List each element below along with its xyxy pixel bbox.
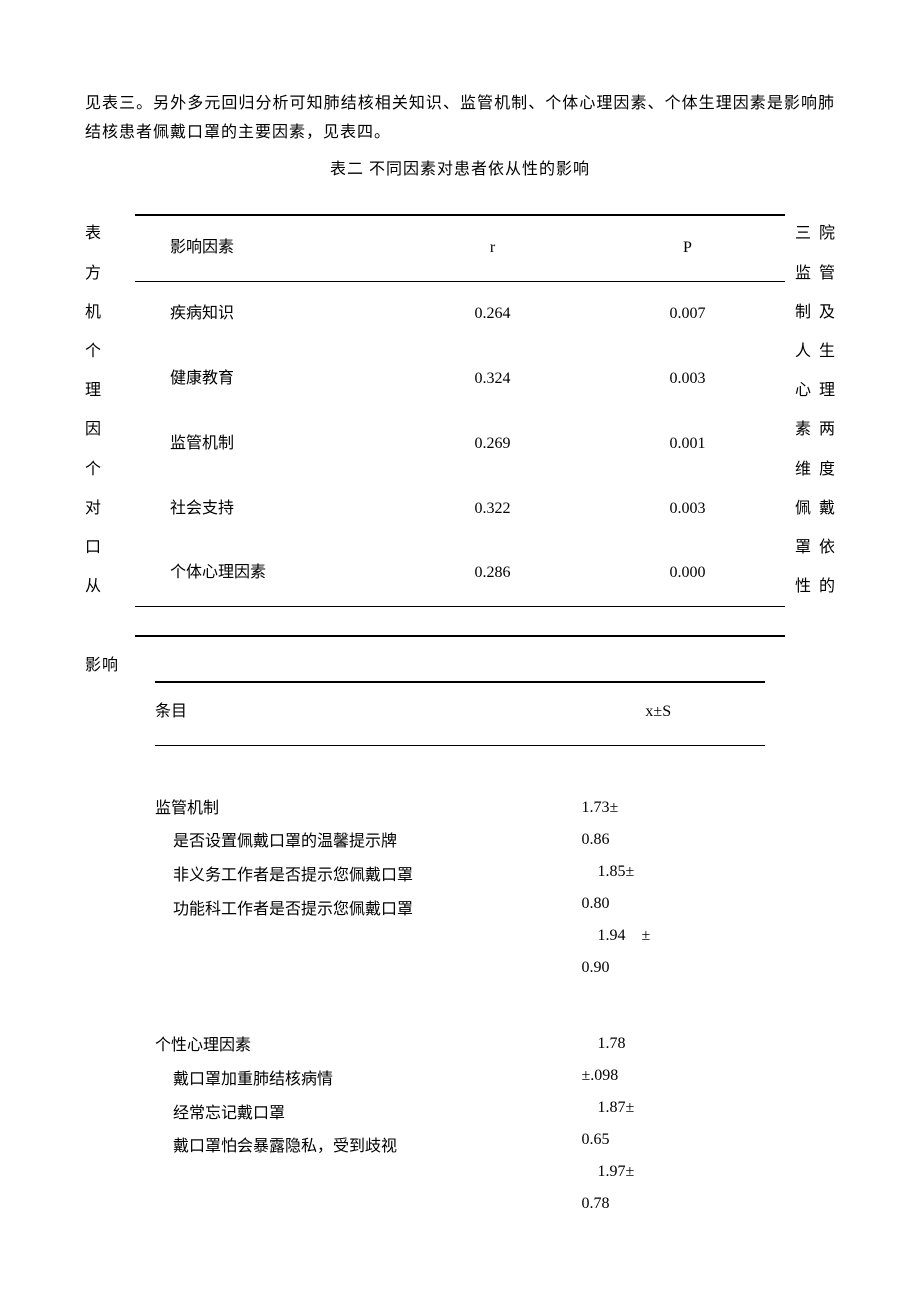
table-header-row: 影响因素 r P [135, 215, 785, 281]
table2-wrap-container: 表方机个理因个对口从 三院 监管 制及 人生 心理 素两 维度 佩戴 罩依 性的… [85, 214, 835, 637]
table2-title: 表二 不同因素对患者依从性的影响 [85, 156, 835, 185]
wrap-right-line: 维度 [795, 450, 835, 489]
group2-val: 1.87± 0.65 1.97± 0.78 [582, 1099, 635, 1212]
header-p: P [590, 215, 785, 281]
table-row: 监管机制 0.269 0.001 [135, 412, 785, 477]
wrap-right-line: 素两 [795, 410, 835, 449]
group2-item: 戴口罩怕会暴露隐私，受到歧视 [155, 1130, 544, 1164]
intro-paragraph: 见表三。另外多元回归分析可知肺结核相关知识、监管机制、个体心理因素、个体生理因素… [85, 90, 835, 148]
spacer-row [155, 745, 765, 786]
wrap-right-line: 三院 [795, 214, 835, 253]
wrap-right-line: 佩戴 [795, 489, 835, 528]
cell-p: 0.003 [590, 347, 785, 412]
table-row: 疾病知识 0.264 0.007 [135, 282, 785, 347]
transition-val: 1.78 ±.098 [582, 1035, 626, 1084]
table-row: 社会支持 0.322 0.003 [135, 477, 785, 542]
group2-items: 个性心理因素 戴口罩加重肺结核病情 经常忘记戴口罩 戴口罩怕会暴露隐私，受到歧视 [155, 990, 552, 1226]
wrap-right-line: 心理 [795, 371, 835, 410]
group1-title: 监管机制 [155, 792, 544, 826]
cell-factor: 健康教育 [135, 347, 395, 412]
group1-item: 功能科工作者是否提示您佩戴口罩 [155, 893, 544, 927]
header-r: r [395, 215, 590, 281]
wrap-right-line: 性的 [795, 567, 835, 606]
table-empty-row [135, 607, 785, 637]
table3-header-row: 条目 x±S [155, 682, 765, 745]
group2-item: 戴口罩加重肺结核病情 [155, 1063, 544, 1097]
wrap-right-line: 人生 [795, 332, 835, 371]
header-item: 条目 [155, 682, 552, 745]
wrap-right-line: 制及 [795, 293, 835, 332]
cell-factor: 社会支持 [135, 477, 395, 542]
cell-p: 0.001 [590, 412, 785, 477]
group2-item: 经常忘记戴口罩 [155, 1097, 544, 1131]
wrap-right-line: 监管 [795, 254, 835, 293]
table-row: 个体心理因素 0.286 0.000 [135, 541, 785, 606]
cell-r: 0.269 [395, 412, 590, 477]
table-row: 监管机制 是否设置佩戴口罩的温馨提示牌 非义务工作者是否提示您佩戴口罩 功能科工… [155, 786, 765, 990]
wrap-bottom-text: 影响 [85, 652, 835, 681]
cell-p: 0.003 [590, 477, 785, 542]
cell-p: 0.000 [590, 541, 785, 606]
cell-r: 0.322 [395, 477, 590, 542]
cell-r: 0.264 [395, 282, 590, 347]
wrap-text-left: 表方机个理因个对口从 [85, 214, 105, 606]
cell-p: 0.007 [590, 282, 785, 347]
cell-r: 0.324 [395, 347, 590, 412]
cell-r: 0.286 [395, 541, 590, 606]
cell-factor: 个体心理因素 [135, 541, 395, 606]
header-factor: 影响因素 [135, 215, 395, 281]
table-row: 个性心理因素 戴口罩加重肺结核病情 经常忘记戴口罩 戴口罩怕会暴露隐私，受到歧视… [155, 990, 765, 1226]
table2-correlation: 影响因素 r P 疾病知识 0.264 0.007 健康教育 0.324 0.0… [135, 214, 785, 637]
wrap-right-line: 罩依 [795, 528, 835, 567]
group1-items: 监管机制 是否设置佩戴口罩的温馨提示牌 非义务工作者是否提示您佩戴口罩 功能科工… [155, 786, 552, 990]
group2-values: 1.78 ±.098 1.87± 0.65 1.97± 0.78 [552, 990, 766, 1226]
table3-dimensions: 条目 x±S 监管机制 是否设置佩戴口罩的温馨提示牌 非义务工作者是否提示您佩戴… [155, 681, 765, 1226]
group1-item: 非义务工作者是否提示您佩戴口罩 [155, 859, 544, 893]
cell-factor: 监管机制 [135, 412, 395, 477]
group1-item: 是否设置佩戴口罩的温馨提示牌 [155, 825, 544, 859]
table-row: 健康教育 0.324 0.003 [135, 347, 785, 412]
wrap-text-right: 三院 监管 制及 人生 心理 素两 维度 佩戴 罩依 性的 [795, 214, 835, 606]
group2-title: 个性心理因素 [155, 1029, 544, 1063]
header-xs: x±S [552, 682, 766, 745]
group1-values: 1.73± 0.86 1.85± 0.80 1.94 ± 0.90 [552, 786, 766, 990]
cell-factor: 疾病知识 [135, 282, 395, 347]
